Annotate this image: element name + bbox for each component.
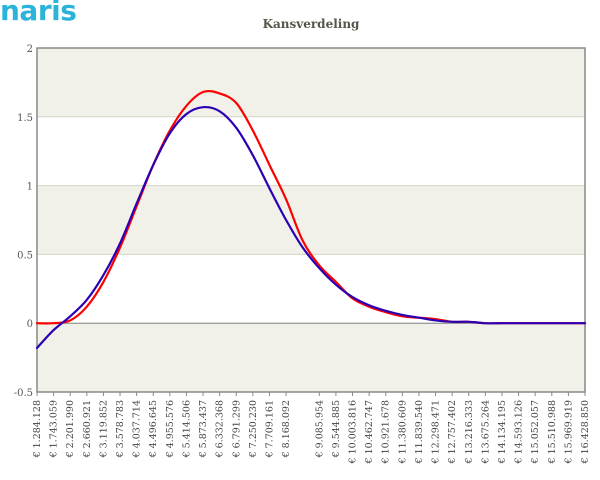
- x-tick-label: € 6.332.368: [215, 400, 226, 458]
- plot-band: [37, 254, 585, 324]
- x-tick-label: € 8.168.092: [281, 400, 292, 458]
- x-tick-label: € 11.380.609: [397, 400, 408, 464]
- naris-logo: naris: [0, 0, 77, 27]
- x-tick-label: € 12.757.402: [447, 400, 458, 464]
- y-tick-label: -0.5: [14, 388, 33, 399]
- x-tick-label: € 13.675.264: [480, 400, 491, 464]
- plot-bands: [37, 48, 585, 392]
- x-tick-label: € 4.496.645: [148, 400, 159, 458]
- x-tick-label: € 4.037.714: [132, 400, 143, 458]
- y-tick-label: 0: [27, 319, 33, 330]
- plot-band: [37, 116, 585, 186]
- x-tick-label: € 7.250.230: [248, 400, 259, 458]
- y-axis-ticks: -0.5 0 0.5 1 1.5 2: [14, 44, 33, 399]
- x-axis-ticks: € 1.284.128 € 1.743.059 € 2.201.990 € 2.660…: [32, 392, 591, 464]
- y-tick-label: 2: [27, 44, 33, 55]
- y-tick-label: 1.5: [17, 113, 33, 124]
- x-tick-label: € 3.578.783: [115, 400, 126, 458]
- x-tick-label: € 15.052.057: [530, 400, 541, 464]
- plot-band: [37, 48, 585, 117]
- x-tick-label: € 9.544.885: [331, 400, 342, 458]
- y-tick-label: 1: [27, 182, 33, 193]
- x-tick-label: € 6.791.299: [231, 400, 242, 458]
- x-tick-label: € 15.510.988: [547, 400, 558, 464]
- x-tick-label: € 2.660.921: [82, 400, 93, 458]
- x-tick-label: € 1.743.059: [49, 400, 60, 458]
- x-tick-label: € 3.119.852: [98, 400, 109, 458]
- x-tick-label: € 14.134.195: [497, 400, 508, 464]
- x-tick-label: € 7.709.161: [264, 400, 275, 458]
- x-tick-label: € 2.201.990: [65, 400, 76, 458]
- y-tick-label: 0.5: [17, 250, 33, 261]
- x-tick-label: € 15.969.919: [563, 400, 574, 464]
- plot-band: [37, 323, 585, 392]
- series-line-2: [35, 105, 587, 350]
- x-tick-label: € 14.593.126: [514, 400, 525, 464]
- x-tick-label: € 5.414.506: [181, 400, 192, 458]
- plot-frame: [36, 47, 586, 393]
- x-tick-label: € 5.873.437: [198, 400, 209, 458]
- plot-band: [37, 185, 585, 255]
- x-tick-label: € 12.298.471: [431, 400, 442, 464]
- x-tick-label: € 16.428.850: [580, 400, 591, 464]
- x-tick-label: € 4.955.576: [165, 400, 176, 458]
- chart-title: Kansverdeling: [263, 17, 360, 31]
- x-tick-label: € 10.003.816: [348, 400, 359, 464]
- series-layer: [35, 89, 587, 350]
- x-tick-label: € 1.284.128: [32, 400, 43, 458]
- x-tick-label: € 9.085.954: [314, 400, 325, 458]
- x-tick-label: € 11.839.540: [414, 400, 425, 464]
- x-tick-label: € 10.462.747: [364, 400, 375, 464]
- x-tick-label: € 10.921.678: [381, 400, 392, 464]
- x-tick-label: € 13.216.333: [464, 400, 475, 464]
